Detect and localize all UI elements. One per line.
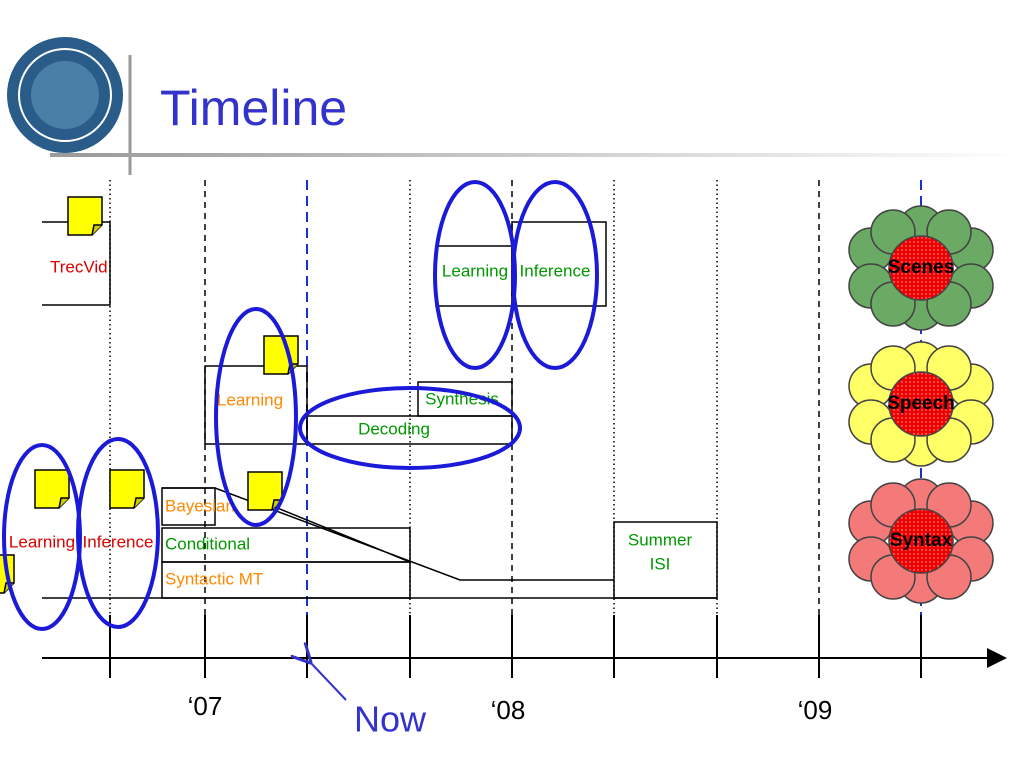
task-label: Decoding: [358, 419, 430, 438]
flower-center: [888, 235, 954, 301]
now-label: Now: [354, 699, 427, 740]
task-label: Syntactic MT: [165, 569, 263, 588]
year-label: ‘09: [798, 695, 833, 725]
task-label: Inference: [520, 261, 591, 280]
highlight-ellipses: [2, 180, 599, 631]
task-label: Learning: [217, 390, 283, 409]
task-label: Summer: [628, 530, 693, 549]
flower-label: Scenes: [888, 257, 955, 278]
flower-center: [888, 508, 954, 574]
task-label: Inference: [83, 532, 154, 551]
task-label: Bayesian: [165, 496, 235, 515]
year-label: ‘07: [188, 691, 223, 721]
task-label: TrecVid: [50, 257, 108, 276]
axis: [42, 615, 1007, 678]
flower-label: Speech: [887, 393, 955, 414]
flower-label: Syntax: [890, 530, 953, 551]
flower-center: [888, 371, 954, 437]
flowers: Scenes Speech Syntax: [848, 205, 994, 604]
task-label: Synthesis: [425, 389, 499, 408]
task-label: ISI: [650, 554, 671, 573]
task-label: Learning: [442, 261, 508, 280]
task-label: Learning: [9, 532, 75, 551]
task-label: Conditional: [165, 534, 250, 553]
now-arrow: [310, 662, 347, 701]
title-rule: [50, 153, 1024, 157]
year-label: ‘08: [491, 695, 526, 725]
logo: [7, 37, 123, 153]
title: Timeline: [160, 80, 347, 136]
